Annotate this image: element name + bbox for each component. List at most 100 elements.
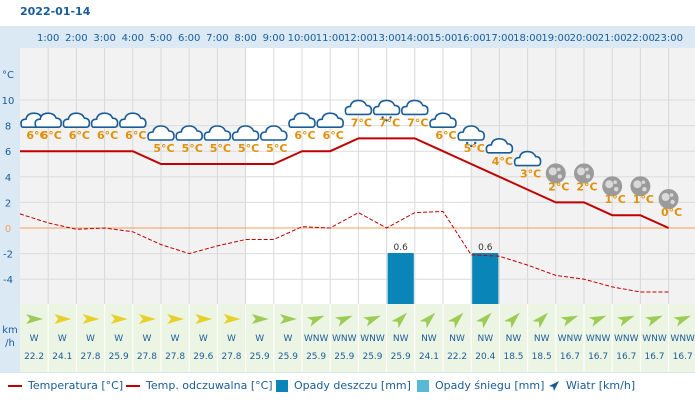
wind-direction-label: W [86, 334, 95, 344]
wind-arrow-icon [251, 314, 269, 324]
wind-direction-label: WNW [586, 334, 611, 344]
feels-like-line [19, 210, 669, 293]
rain-label: 0.6 [478, 243, 493, 253]
cloud-icon [344, 99, 373, 116]
hour-label: 8:00 [234, 33, 256, 44]
wind-direction-label: NW [477, 334, 493, 344]
legend-snow-label: Opady śniegu [mm] [435, 379, 545, 392]
forecast-chart: 1:00 2:00 3:00 4:00 5:00 6:00 7:00 8:00 9:00 10:0… [0, 26, 695, 372]
temp-label: 5°C [266, 142, 287, 155]
hour-label: 7:00 [206, 33, 228, 44]
moon-icon [545, 163, 566, 184]
cloud-icon [288, 112, 316, 128]
wind-arrow-icon [532, 312, 549, 329]
wind-speed-label: 25.9 [391, 352, 411, 362]
wind-arrow-icon [335, 315, 353, 327]
wind-speed-label: 16.7 [560, 352, 580, 362]
wind-speed-label: 24.1 [52, 352, 72, 362]
wind-direction-label: WNW [642, 334, 667, 344]
wind-direction-label: WNW [670, 334, 695, 344]
y-tick-label: -2 [3, 250, 13, 261]
wind-direction-label: W [283, 334, 292, 344]
temp-label: 6°C [97, 129, 118, 142]
cloud-icon [119, 112, 147, 128]
hour-label: 1:00 [37, 33, 59, 44]
wind-speed-label: 22.2 [447, 352, 467, 362]
hour-label: 19:00 [541, 33, 570, 44]
hour-label: 2:00 [65, 33, 87, 44]
temp-label: 7°C [407, 116, 428, 129]
wind-speed-label: 25.9 [278, 352, 298, 362]
wind-arrow-icon [279, 314, 297, 324]
wind-direction-label: NW [506, 334, 522, 344]
y-unit-label: °C [2, 70, 14, 81]
wind-speed-label: 24.1 [419, 352, 439, 362]
wind-direction-label: W [58, 334, 67, 344]
temp-label: 7°C [379, 116, 400, 129]
temp-label: 5°C [464, 142, 485, 155]
y-tick-label: 0 [5, 224, 11, 235]
legend-rain: Opady deszczu [mm] [276, 379, 411, 392]
wind-direction-label: NW [449, 334, 465, 344]
wind-arrow-icon [617, 315, 635, 327]
wind-arrow-icon [391, 312, 408, 329]
cloud-icon [175, 125, 203, 141]
wind-arrow-icon [82, 314, 100, 324]
hour-label: 16:00 [457, 33, 486, 44]
wind-direction-label: W [30, 334, 39, 344]
legend-feels-like: Temp. odczuwalna [°C] [126, 379, 273, 392]
wind-direction-label: W [199, 334, 208, 344]
hour-label: 17:00 [485, 33, 514, 44]
temp-label: 4°C [492, 155, 513, 168]
wind-speed-label: 22.2 [24, 352, 44, 362]
cloud-icon [203, 125, 232, 141]
wind-arrow-icon [419, 312, 436, 329]
forecast-date: 2022-01-14 [20, 5, 91, 18]
wind-arrow-icon [504, 312, 520, 329]
hour-label: 10:00 [288, 33, 317, 44]
temp-label: 6°C [435, 129, 456, 142]
y-tick-label: 4 [5, 173, 11, 184]
legend-temperature-label: Temperatura [°C] [28, 379, 124, 392]
temp-label: 2°C [576, 180, 597, 193]
hour-label: 21:00 [598, 33, 627, 44]
snow-cloud-icon [372, 99, 401, 122]
cloud-icon [400, 99, 429, 116]
legend: Temperatura [°C] Temp. odczuwalna [°C] O… [0, 372, 695, 399]
temp-label: 3°C [520, 168, 541, 181]
wind-speed-label: 25.9 [362, 352, 382, 362]
wind-direction-label: NW [534, 334, 550, 344]
cloud-icon [90, 112, 119, 128]
hour-header-band [20, 26, 695, 48]
temp-label: 5°C [153, 142, 174, 155]
temp-label: 6°C [26, 129, 47, 142]
rain-bar [472, 253, 499, 304]
temp-label: 6°C [69, 129, 90, 142]
wind-speed-label: 18.5 [503, 352, 523, 362]
wind-arrow-icon [645, 315, 663, 327]
wind-speed-label: 27.8 [221, 352, 241, 362]
cloud-icon [34, 112, 63, 128]
y-tick-label: 8 [5, 122, 11, 133]
legend-wind: Wiatr [km/h] [548, 379, 635, 392]
wind-speed-label: 25.9 [109, 352, 129, 362]
wind-speed-label: 27.8 [137, 352, 157, 362]
temp-label: 7°C [351, 116, 372, 129]
hour-label: 11:00 [316, 33, 345, 44]
cloud-icon [231, 125, 260, 141]
wind-direction-label: W [255, 334, 264, 344]
wind-direction-label: NW [393, 334, 409, 344]
hour-label: 3:00 [93, 33, 115, 44]
moon-icon [574, 163, 594, 184]
wind-arrow-icon [306, 315, 325, 327]
cloud-icon [513, 150, 542, 167]
wind-direction-label: WNW [332, 334, 357, 344]
hour-label: 9:00 [263, 33, 285, 44]
wind-arrow-icon [223, 314, 241, 324]
moon-icon [658, 189, 679, 209]
wind-direction-label: W [142, 334, 151, 344]
wind-direction-label: WNW [558, 334, 583, 344]
wind-direction-label: WNW [614, 334, 639, 344]
wind-speed-label: 29.6 [193, 352, 213, 362]
temp-label: 6°C [41, 129, 62, 142]
